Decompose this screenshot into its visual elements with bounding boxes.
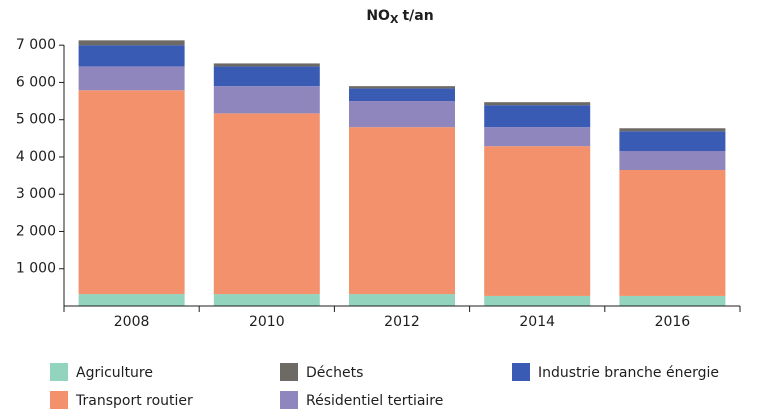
y-tick-label: 5 000 [16,112,56,128]
y-tick-label: 2 000 [16,223,56,239]
x-tick-label: 2014 [519,314,555,330]
bar-segment [78,45,185,67]
title-main: NO [366,8,390,24]
bar-segment [213,86,320,114]
legend-swatch [280,391,298,409]
chart-title: NOX t/an [366,8,433,26]
title-unit: t/an [402,8,433,24]
bar-segment [349,101,455,128]
legend-swatch [280,363,298,381]
bar-segment [78,66,185,91]
y-tick-label: 7 000 [16,37,56,53]
title-sub: X [390,13,399,26]
legend-swatch [512,363,530,381]
bar-segment [349,127,455,295]
x-tick-label: 2008 [114,314,150,330]
legend-swatch [50,391,68,409]
bar-segment [349,86,455,89]
bar-segment [484,105,591,128]
x-tick-label: 2016 [655,314,691,330]
bar-segment [349,294,455,306]
bar-segment [619,131,726,151]
bar-segment [484,102,591,106]
legend-label: Résidentiel tertiaire [306,393,443,409]
legend-label: Industrie branche énergie [538,365,719,381]
x-tick-label: 2012 [384,314,420,330]
bar-segment [213,294,320,306]
bar-segment [213,113,320,295]
legend-label: Déchets [306,365,363,381]
y-tick-label: 3 000 [16,186,56,202]
bar-segment [484,127,591,147]
bar-segment [213,66,320,87]
y-tick-label: 6 000 [16,74,56,90]
bar-segment [484,295,591,306]
legend-swatch [50,363,68,381]
bar-segment [78,40,185,46]
bar-segment [349,88,455,102]
bar-segment [619,170,726,296]
bar-segment [619,128,726,132]
bar-segment [619,295,726,306]
legend-label: Transport routier [75,393,193,409]
bar-segment [213,63,320,67]
y-tick-label: 1 000 [16,261,56,277]
bar-segment [484,146,591,296]
bar-segment [78,294,185,306]
y-tick-label: 4 000 [16,149,56,165]
bar-segment [78,90,185,295]
x-tick-label: 2010 [249,314,285,330]
legend-label: Agriculture [76,365,153,381]
bar-segment [619,150,726,170]
